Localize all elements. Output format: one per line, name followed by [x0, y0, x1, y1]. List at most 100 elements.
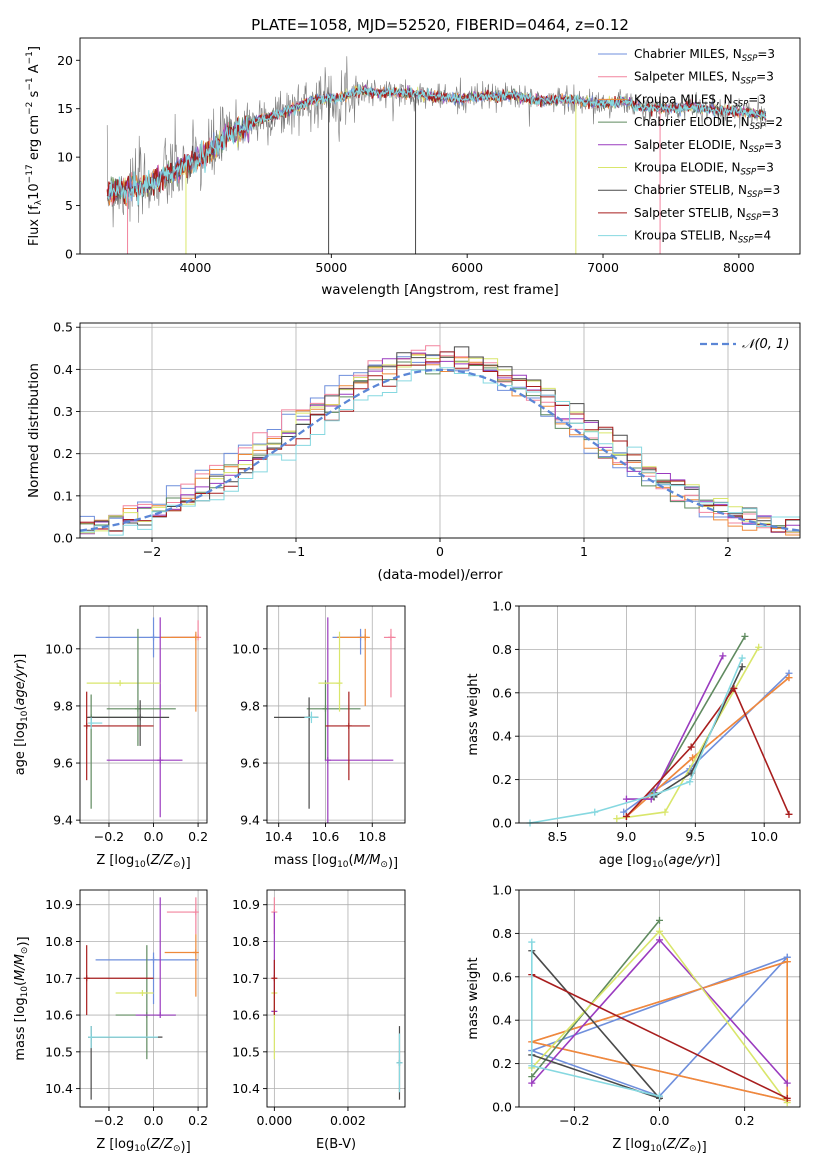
data-point	[719, 652, 727, 660]
y-tick-label: 10.9	[45, 897, 73, 912]
axes-frame	[79, 889, 208, 1108]
data-point	[656, 927, 663, 935]
data-point	[528, 1073, 536, 1081]
data-point	[528, 1062, 536, 1070]
axes-frame	[79, 37, 801, 255]
mass_vs_ebv-panel: 0.000 0.002 10.4 10.5 10.6 10.7 10.8 10.9 E(B-V)	[232, 889, 406, 1152]
data-point	[656, 936, 663, 944]
y-tick-label: 0.2	[492, 772, 512, 787]
x-tick-label: 0.0	[650, 1113, 670, 1128]
data-point	[783, 1094, 791, 1102]
y-tick-label: 5	[65, 198, 73, 213]
data-point	[528, 938, 536, 946]
data-point	[192, 949, 199, 956]
y-tick-label: 10.7	[45, 971, 73, 986]
axes-frame	[266, 889, 406, 1108]
legend-label: Chabrier ELODIE, NSSP=2	[634, 115, 783, 132]
residuals-panel: −2 −1 0 1 2 0.0 0.1 0.2 0.3 0.4 0.5 (data-model)/er…	[26, 320, 801, 583]
x-tick-label: 4000	[180, 260, 212, 275]
mass_vs_Z-xlabel: Z [log10(Z/Z⊙)]	[96, 1137, 190, 1155]
data-point	[150, 634, 157, 641]
x-tick-label: 0.002	[330, 1113, 366, 1128]
massweight_vs_Z-panel: −0.2 0.0 0.2 0.0 0.2 0.4 0.6 0.8 1.0 Z [log10(Z/Z…	[466, 883, 801, 1155]
x-tick-label: 0.0	[144, 829, 164, 844]
data-point	[650, 791, 658, 799]
x-tick-label: −0.2	[94, 1113, 124, 1128]
data-point	[150, 956, 157, 963]
y-tick-label: 0.2	[492, 1056, 512, 1071]
x-tick-label: 10.8	[358, 829, 386, 844]
massweight_vs_age-panel: 8.5 9.0 9.5 10.0 0.0 0.2 0.4 0.6 0.8 1.0 age [log1…	[466, 599, 801, 870]
mass-weight-line	[531, 973, 788, 1100]
massweight_vs_Z-ylabel: mass weight	[466, 957, 481, 1039]
y-tick-label: 10.9	[232, 897, 260, 912]
x-tick-label: 10.6	[312, 829, 340, 844]
y-tick-label: 9.8	[240, 698, 260, 713]
age_vs_Z-ylabel: age [log10(age/yr)]	[13, 654, 30, 776]
spectrum-xlabel: wavelength [Angstrom, rest frame]	[321, 282, 559, 298]
data-point	[83, 975, 90, 982]
massweight_vs_age-xlabel: age [log10(age/yr)]	[599, 853, 721, 870]
data-point	[785, 810, 793, 818]
residuals-xlabel: (data-model)/error	[377, 567, 503, 583]
y-tick-label: 10.7	[232, 971, 260, 986]
mass_vs_Z-ylabel: mass [log10(M/M⊙)]	[13, 936, 31, 1060]
data-point	[613, 815, 621, 823]
x-tick-label: −2	[143, 544, 161, 559]
y-tick-label: 1.0	[492, 883, 512, 898]
data-point	[783, 1079, 791, 1087]
x-tick-label: 0.2	[735, 1113, 755, 1128]
y-tick-label: 9.4	[240, 813, 260, 828]
data-point	[741, 632, 749, 640]
data-point	[137, 714, 144, 721]
data-point	[755, 643, 763, 651]
y-tick-label: 0.0	[492, 1100, 512, 1115]
y-tick-label: 10.6	[45, 1008, 73, 1023]
age_vs_mass-xlabel: mass [log10(M/M⊙)]	[274, 853, 398, 871]
y-tick-label: 10.4	[45, 1081, 73, 1096]
x-tick-label: 5000	[315, 260, 347, 275]
y-tick-label: 0.4	[492, 1013, 512, 1028]
age_vs_Z-panel: −0.2 0.0 0.2 9.4 9.6 9.8 10.0 Z [log10(Z/Z⊙)] ag…	[13, 605, 208, 871]
y-tick-label: 0.0	[53, 531, 73, 546]
y-tick-label: 0.1	[53, 488, 73, 503]
x-tick-label: 0	[436, 544, 444, 559]
y-tick-label: 0.0	[492, 816, 512, 831]
data-point	[622, 812, 630, 820]
y-tick-label: 0.6	[492, 969, 512, 984]
data-point	[139, 989, 146, 996]
data-point	[192, 909, 199, 916]
residuals-ylabel: Normed distribution	[26, 363, 42, 498]
x-tick-label: 6000	[451, 260, 483, 275]
x-tick-label: 0.000	[256, 1113, 292, 1128]
data-point	[336, 680, 343, 687]
data-point	[738, 654, 746, 662]
axes-frame	[518, 605, 801, 824]
y-tick-label: 0.2	[53, 446, 73, 461]
data-point	[783, 958, 791, 966]
data-point	[324, 757, 331, 764]
mass_vs_ebv-xlabel: E(B-V)	[316, 1137, 356, 1152]
legend-label: Salpeter MILES, NSSP=3	[634, 70, 774, 87]
y-tick-label: 0.5	[53, 320, 73, 335]
x-tick-label: 0.0	[144, 1113, 164, 1128]
data-point	[591, 808, 599, 816]
data-point	[88, 1034, 95, 1041]
data-point	[396, 1059, 403, 1066]
y-tick-label: 0.4	[492, 729, 512, 744]
x-tick-label: 1	[580, 544, 588, 559]
data-point	[622, 795, 630, 803]
data-point	[730, 684, 738, 692]
y-tick-label: 10.0	[232, 641, 260, 656]
data-point	[88, 720, 95, 727]
y-tick-label: 1.0	[492, 599, 512, 614]
legend-label: Chabrier STELIB, NSSP=3	[634, 183, 780, 200]
y-tick-label: 9.6	[53, 756, 73, 771]
axes-frame	[266, 605, 406, 824]
x-tick-label: 2	[724, 544, 732, 559]
data-point	[308, 714, 315, 721]
massweight_vs_age-ylabel: mass weight	[466, 673, 481, 755]
data-point	[656, 916, 663, 924]
data-point	[157, 1012, 164, 1019]
data-point	[687, 743, 695, 751]
